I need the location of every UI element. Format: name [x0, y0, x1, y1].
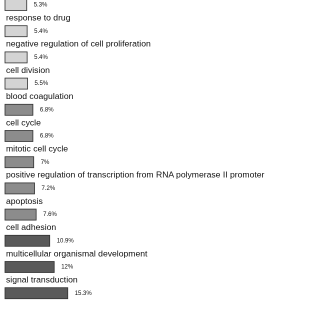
- category-label: multicellular organismal development: [6, 248, 148, 258]
- category-label: cell adhesion: [6, 222, 56, 232]
- category-label: response to drug: [6, 12, 71, 22]
- category-label: positive regulation of transcription fro…: [6, 170, 265, 180]
- bar: [4, 25, 28, 38]
- category-label: cell cycle: [6, 117, 41, 127]
- bar: [4, 234, 51, 247]
- value-label: 6.8%: [40, 134, 54, 140]
- bar: [4, 0, 28, 11]
- value-label: 6.8%: [40, 107, 54, 113]
- bar: [4, 261, 55, 273]
- value-label: 12%: [61, 265, 74, 271]
- bar: [4, 287, 69, 300]
- bar: [4, 130, 34, 142]
- category-label: negative regulation of cell proliferatio…: [6, 39, 151, 49]
- value-label: 7%: [41, 160, 50, 166]
- value-label: 5.4%: [34, 55, 48, 61]
- bar: [4, 51, 28, 64]
- value-label: 10.9%: [57, 238, 75, 244]
- value-label: 15.3%: [75, 291, 93, 297]
- category-label: signal transduction: [6, 274, 78, 284]
- category-label: apoptosis: [6, 196, 43, 206]
- value-label: 7.2%: [42, 186, 56, 192]
- category-label: cell division: [6, 65, 50, 75]
- bar: [4, 103, 34, 116]
- category-label: blood coagulation: [6, 91, 74, 101]
- value-label: 5.4%: [34, 29, 48, 35]
- bar: [4, 77, 28, 90]
- value-label: 7.6%: [43, 212, 57, 218]
- category-label: mitotic cell cycle: [6, 143, 68, 153]
- bar: [4, 156, 35, 169]
- bar: [4, 208, 37, 221]
- value-label: 5.3%: [34, 3, 48, 9]
- value-label: 5.5%: [35, 81, 49, 87]
- bar: [4, 182, 35, 195]
